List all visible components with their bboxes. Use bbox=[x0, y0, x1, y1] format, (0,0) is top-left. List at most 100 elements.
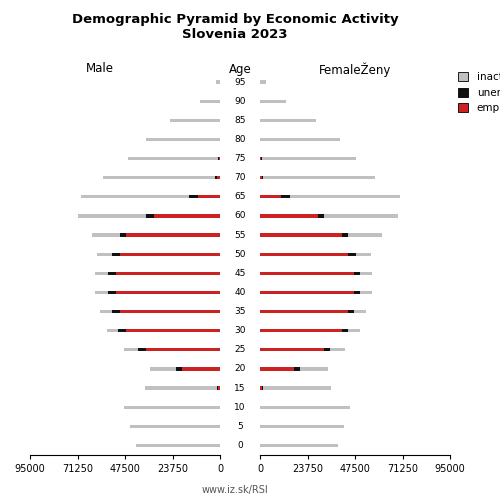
Bar bbox=[260, 176, 262, 180]
Bar bbox=[348, 310, 354, 313]
Bar bbox=[263, 176, 375, 180]
Bar bbox=[290, 195, 400, 198]
Text: 60: 60 bbox=[234, 212, 246, 220]
Bar bbox=[260, 157, 261, 160]
Text: Male: Male bbox=[86, 62, 114, 76]
Bar bbox=[154, 214, 220, 218]
Bar bbox=[348, 329, 360, 332]
Bar bbox=[262, 157, 356, 160]
Bar bbox=[170, 118, 220, 122]
Bar bbox=[260, 406, 350, 409]
Text: 25: 25 bbox=[234, 346, 246, 354]
Bar bbox=[96, 291, 108, 294]
Bar bbox=[260, 368, 294, 370]
Text: 35: 35 bbox=[234, 307, 246, 316]
Bar bbox=[218, 386, 220, 390]
Bar bbox=[176, 368, 182, 370]
Text: 90: 90 bbox=[234, 96, 246, 106]
Text: 75: 75 bbox=[234, 154, 246, 163]
Text: 95: 95 bbox=[234, 78, 246, 86]
Bar bbox=[281, 195, 290, 198]
Bar bbox=[260, 386, 262, 390]
Bar bbox=[198, 195, 220, 198]
Bar bbox=[260, 424, 344, 428]
Text: 55: 55 bbox=[234, 230, 246, 239]
Bar bbox=[318, 214, 324, 218]
Bar bbox=[260, 272, 354, 275]
Text: FemaleŽeny: FemaleŽeny bbox=[319, 62, 391, 77]
Bar bbox=[260, 138, 340, 141]
Text: 5: 5 bbox=[237, 422, 243, 431]
Bar bbox=[217, 176, 220, 180]
Bar bbox=[260, 291, 354, 294]
Text: 80: 80 bbox=[234, 135, 246, 144]
Text: 20: 20 bbox=[234, 364, 246, 374]
Text: 50: 50 bbox=[234, 250, 246, 258]
Bar bbox=[108, 329, 118, 332]
Bar bbox=[219, 157, 220, 160]
Bar bbox=[146, 348, 220, 352]
Text: 45: 45 bbox=[234, 269, 246, 278]
Bar bbox=[146, 138, 220, 141]
Bar bbox=[216, 80, 220, 84]
Text: www.iz.sk/RSI: www.iz.sk/RSI bbox=[202, 485, 268, 495]
Bar bbox=[354, 291, 360, 294]
Bar bbox=[260, 252, 348, 256]
Bar bbox=[300, 368, 328, 370]
Bar bbox=[216, 386, 218, 390]
Bar bbox=[260, 195, 281, 198]
Bar bbox=[118, 329, 126, 332]
Text: 65: 65 bbox=[234, 192, 246, 202]
Bar bbox=[92, 234, 120, 236]
Bar bbox=[261, 157, 262, 160]
Text: 40: 40 bbox=[234, 288, 246, 297]
Bar bbox=[128, 157, 218, 160]
Bar bbox=[348, 252, 356, 256]
Bar bbox=[116, 272, 220, 275]
Bar bbox=[260, 234, 342, 236]
Bar bbox=[103, 176, 215, 180]
Text: Demographic Pyramid by Economic Activity: Demographic Pyramid by Economic Activity bbox=[72, 12, 398, 26]
Text: 30: 30 bbox=[234, 326, 246, 335]
Bar bbox=[116, 291, 220, 294]
Bar bbox=[182, 368, 220, 370]
Bar bbox=[348, 234, 382, 236]
Text: 85: 85 bbox=[234, 116, 246, 125]
Bar bbox=[294, 368, 300, 370]
Bar bbox=[78, 214, 146, 218]
Bar bbox=[260, 214, 318, 218]
Bar bbox=[150, 368, 176, 370]
Bar bbox=[324, 214, 398, 218]
Bar bbox=[360, 272, 372, 275]
Bar bbox=[130, 424, 220, 428]
Bar bbox=[260, 100, 286, 103]
Bar bbox=[108, 272, 116, 275]
Bar bbox=[98, 252, 112, 256]
Bar bbox=[189, 195, 198, 198]
Bar bbox=[354, 310, 366, 313]
Bar bbox=[126, 329, 220, 332]
Bar bbox=[342, 329, 348, 332]
Bar bbox=[146, 214, 154, 218]
Text: 15: 15 bbox=[234, 384, 246, 392]
Bar bbox=[120, 234, 126, 236]
Bar bbox=[260, 348, 324, 352]
Bar bbox=[108, 291, 116, 294]
Bar bbox=[260, 118, 316, 122]
Bar bbox=[360, 291, 372, 294]
Bar bbox=[138, 348, 146, 352]
Bar bbox=[120, 252, 220, 256]
Bar bbox=[136, 444, 220, 447]
Bar bbox=[260, 80, 266, 84]
Bar bbox=[112, 252, 120, 256]
Bar bbox=[112, 310, 120, 313]
Bar bbox=[218, 157, 219, 160]
Bar bbox=[262, 176, 263, 180]
Bar bbox=[260, 444, 338, 447]
Bar bbox=[96, 272, 108, 275]
Bar bbox=[262, 386, 264, 390]
Text: 70: 70 bbox=[234, 173, 246, 182]
Bar bbox=[356, 252, 370, 256]
Bar bbox=[260, 310, 348, 313]
Bar bbox=[124, 406, 220, 409]
